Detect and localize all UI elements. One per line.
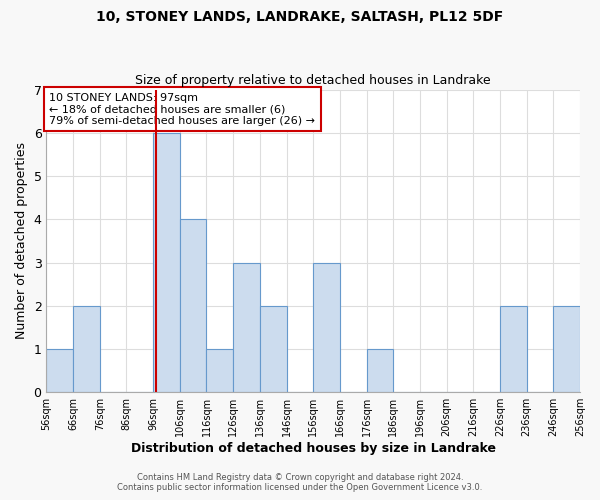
Y-axis label: Number of detached properties: Number of detached properties bbox=[15, 142, 28, 340]
Text: 10 STONEY LANDS: 97sqm
← 18% of detached houses are smaller (6)
79% of semi-deta: 10 STONEY LANDS: 97sqm ← 18% of detached… bbox=[49, 92, 315, 126]
X-axis label: Distribution of detached houses by size in Landrake: Distribution of detached houses by size … bbox=[131, 442, 496, 455]
Bar bbox=[553, 306, 580, 392]
Bar bbox=[46, 349, 73, 392]
Title: Size of property relative to detached houses in Landrake: Size of property relative to detached ho… bbox=[136, 74, 491, 87]
Text: Contains HM Land Registry data © Crown copyright and database right 2024.
Contai: Contains HM Land Registry data © Crown c… bbox=[118, 473, 482, 492]
Bar bbox=[313, 262, 340, 392]
Bar bbox=[260, 306, 287, 392]
Bar bbox=[206, 349, 233, 392]
Bar bbox=[367, 349, 393, 392]
Bar bbox=[500, 306, 527, 392]
Bar bbox=[180, 220, 206, 392]
Bar bbox=[73, 306, 100, 392]
Bar bbox=[233, 262, 260, 392]
Text: 10, STONEY LANDS, LANDRAKE, SALTASH, PL12 5DF: 10, STONEY LANDS, LANDRAKE, SALTASH, PL1… bbox=[97, 10, 503, 24]
Bar bbox=[153, 133, 180, 392]
